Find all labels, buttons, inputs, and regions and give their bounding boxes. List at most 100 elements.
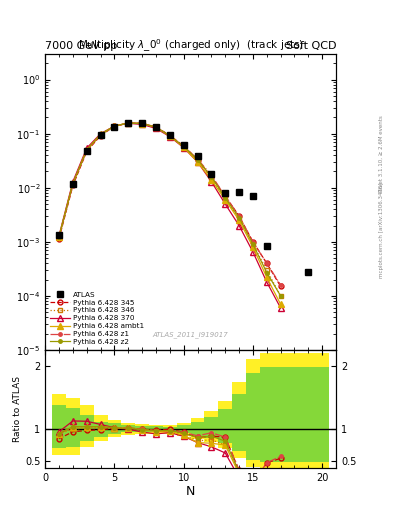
Pythia 6.428 370 [112,123,117,129]
Pythia 6.428 346 [84,147,89,154]
Pythia 6.428 345 [278,283,283,289]
Pythia 6.428 370 [223,201,228,207]
Pythia 6.428 370 [154,125,158,132]
Pythia 6.428 345 [223,193,228,199]
Pythia 6.428 346 [195,158,200,164]
Pythia 6.428 ambt1 [237,217,241,223]
Pythia 6.428 z1 [98,131,103,137]
Pythia 6.428 ambt1 [167,133,172,139]
Pythia 6.428 345 [237,213,241,219]
Pythia 6.428 345 [140,120,145,126]
ATLAS [167,132,172,138]
Pythia 6.428 370 [57,232,61,239]
Pythia 6.428 346 [70,181,75,187]
Pythia 6.428 z2 [70,180,75,186]
Line: Pythia 6.428 370: Pythia 6.428 370 [56,120,284,311]
Pythia 6.428 ambt1 [70,180,75,186]
Pythia 6.428 346 [251,241,255,247]
Pythia 6.428 z2 [98,131,103,137]
Pythia 6.428 370 [278,305,283,311]
Pythia 6.428 ambt1 [112,123,117,129]
Pythia 6.428 346 [154,124,158,130]
Pythia 6.428 345 [181,143,186,149]
ATLAS [306,269,311,275]
Pythia 6.428 z1 [70,180,75,186]
Pythia 6.428 345 [154,124,158,130]
Pythia 6.428 346 [98,132,103,138]
Pythia 6.428 370 [209,179,214,185]
Line: Pythia 6.428 ambt1: Pythia 6.428 ambt1 [56,120,284,307]
Pythia 6.428 z1 [209,172,214,178]
ATLAS [84,148,89,154]
Pythia 6.428 z2 [140,120,145,126]
Pythia 6.428 z2 [278,293,283,299]
Pythia 6.428 346 [264,267,269,273]
Pythia 6.428 345 [70,182,75,188]
ATLAS [154,123,158,130]
Text: mcplots.cern.ch [arXiv:1306.3436]: mcplots.cern.ch [arXiv:1306.3436] [379,183,384,278]
Pythia 6.428 ambt1 [251,244,255,250]
Pythia 6.428 z1 [112,123,117,129]
Pythia 6.428 346 [167,133,172,139]
Pythia 6.428 345 [126,120,130,126]
Line: Pythia 6.428 z1: Pythia 6.428 z1 [57,121,282,287]
Pythia 6.428 z2 [181,143,186,150]
Pythia 6.428 z2 [154,124,158,130]
Pythia 6.428 345 [57,236,61,242]
Pythia 6.428 z1 [195,156,200,162]
ATLAS [70,181,75,187]
Pythia 6.428 346 [223,197,228,203]
Pythia 6.428 346 [181,144,186,150]
Pythia 6.428 346 [140,120,145,126]
Pythia 6.428 z2 [112,123,117,129]
Pythia 6.428 346 [112,123,117,129]
Pythia 6.428 z1 [181,143,186,149]
ATLAS [237,188,241,195]
Pythia 6.428 z1 [251,239,255,245]
X-axis label: N: N [186,485,195,498]
Pythia 6.428 345 [167,132,172,138]
Pythia 6.428 z2 [126,120,130,126]
Pythia 6.428 z2 [237,215,241,221]
Text: Soft QCD: Soft QCD [286,41,336,51]
Pythia 6.428 ambt1 [154,124,158,131]
Y-axis label: Ratio to ATLAS: Ratio to ATLAS [13,376,22,442]
ATLAS [98,132,103,138]
Pythia 6.428 z1 [57,233,61,240]
Pythia 6.428 ambt1 [264,274,269,281]
Pythia 6.428 370 [98,131,103,137]
Pythia 6.428 ambt1 [223,197,228,203]
Pythia 6.428 345 [195,157,200,163]
Pythia 6.428 370 [264,279,269,285]
ATLAS [57,232,61,238]
ATLAS [112,123,117,130]
Pythia 6.428 370 [195,159,200,165]
Pythia 6.428 z2 [223,195,228,201]
Pythia 6.428 370 [70,179,75,185]
Pythia 6.428 345 [209,174,214,180]
Pythia 6.428 346 [57,233,61,240]
Legend: ATLAS, Pythia 6.428 345, Pythia 6.428 346, Pythia 6.428 370, Pythia 6.428 ambt1,: ATLAS, Pythia 6.428 345, Pythia 6.428 34… [49,290,146,347]
Pythia 6.428 z1 [264,260,269,266]
Pythia 6.428 z2 [209,174,214,180]
Pythia 6.428 370 [181,144,186,151]
Pythia 6.428 370 [84,145,89,151]
Pythia 6.428 z1 [84,147,89,153]
Pythia 6.428 ambt1 [84,147,89,153]
ATLAS [264,243,269,249]
Pythia 6.428 ambt1 [98,131,103,137]
ATLAS [223,190,228,196]
Pythia 6.428 z2 [264,269,269,275]
Pythia 6.428 z2 [251,241,255,247]
Pythia 6.428 z1 [278,282,283,288]
Text: ATLAS_2011_I919017: ATLAS_2011_I919017 [153,331,228,338]
Pythia 6.428 z1 [154,124,158,130]
Pythia 6.428 ambt1 [57,233,61,240]
ATLAS [181,142,186,148]
Text: Rivet 3.1.10, ≥ 2.6M events: Rivet 3.1.10, ≥ 2.6M events [379,115,384,192]
Pythia 6.428 ambt1 [278,301,283,307]
Pythia 6.428 345 [84,148,89,155]
ATLAS [209,171,214,177]
ATLAS [126,120,130,126]
Text: 7000 GeV pp: 7000 GeV pp [45,41,118,51]
